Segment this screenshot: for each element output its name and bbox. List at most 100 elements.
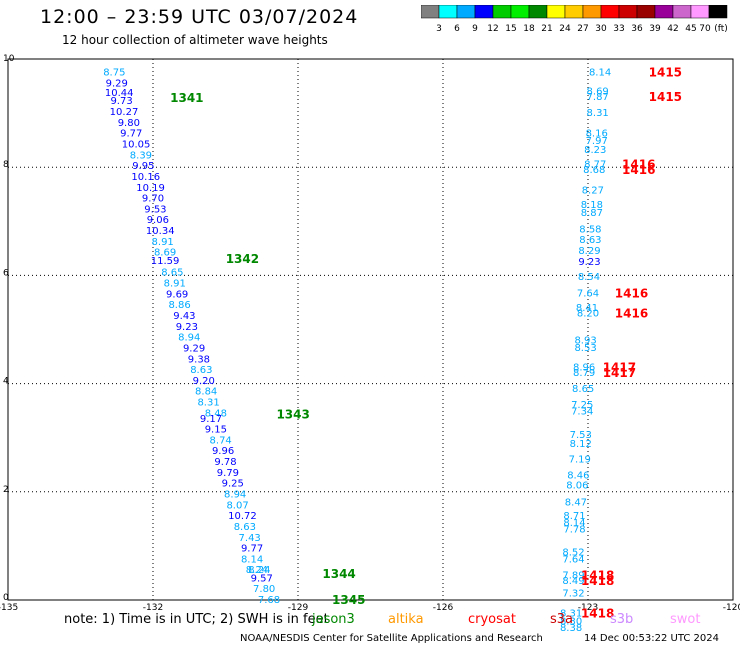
scale-tick-label: 33 bbox=[613, 24, 624, 34]
y-tick-label: 4 bbox=[3, 377, 9, 387]
swh-value-track-west: 8.14 bbox=[241, 554, 263, 565]
swh-value-track-east: 8.63 bbox=[579, 235, 601, 246]
pass-number-label: 1341 bbox=[170, 91, 203, 105]
swh-value-track-west: 9.17 bbox=[200, 414, 222, 425]
swh-value-track-east: 7.25 bbox=[571, 400, 593, 411]
scale-tick-label: 12 bbox=[487, 24, 498, 34]
swh-value-track-west: 8.84 bbox=[195, 387, 217, 398]
swh-value-track-west: 9.57 bbox=[251, 573, 273, 584]
footer-credit: NOAA/NESDIS Center for Satellite Applica… bbox=[240, 633, 543, 644]
sat-label-jason3: jason3 bbox=[312, 612, 355, 627]
swh-value-track-west: 10.44 bbox=[105, 88, 134, 99]
sat-label-cryosat: cryosat bbox=[468, 612, 516, 627]
y-tick-label: 8 bbox=[3, 160, 9, 170]
swh-value-track-west: 9.96 bbox=[212, 446, 234, 457]
swh-value-track-west: 8.63 bbox=[190, 365, 212, 376]
swh-value-track-west: 10.34 bbox=[146, 226, 175, 237]
swh-value-track-east: 8.29 bbox=[578, 246, 600, 257]
swh-value-track-east: 8.65 bbox=[572, 384, 594, 395]
pass-number-label: 1415 bbox=[649, 90, 682, 104]
pass-number-label: 1418 bbox=[581, 574, 614, 588]
page-subtitle: 12 hour collection of altimeter wave hei… bbox=[62, 33, 328, 47]
scale-tick-label: 36 bbox=[631, 24, 643, 34]
swh-value-track-west: 9.43 bbox=[173, 311, 195, 322]
swh-value-track-east: 8.16 bbox=[586, 129, 608, 140]
swh-value-track-west: 8.63 bbox=[234, 522, 256, 533]
swh-value-track-east: 9.23 bbox=[578, 257, 600, 268]
swh-value-track-east: 8.18 bbox=[581, 200, 603, 211]
swh-value-track-east: 7.89 bbox=[562, 571, 584, 582]
swh-value-track-east: 7.64 bbox=[577, 288, 599, 299]
swh-value-track-east: 8.71 bbox=[563, 511, 585, 522]
swh-value-track-west: 9.29 bbox=[106, 78, 128, 89]
swh-value-track-west: 10.05 bbox=[122, 139, 151, 150]
swh-value-track-west: 7.68 bbox=[258, 595, 280, 606]
pass-number-label: 1415 bbox=[649, 66, 682, 80]
swh-value-track-east: 7.64 bbox=[562, 554, 584, 565]
scale-tick-label: 6 bbox=[454, 24, 460, 34]
swh-value-track-west: 8.65 bbox=[161, 268, 183, 279]
y-tick-label: 0 bbox=[3, 593, 9, 603]
swh-value-track-east: 8.23 bbox=[584, 145, 606, 156]
y-tick-label: 6 bbox=[3, 268, 9, 278]
swh-value-track-east: 8.53 bbox=[574, 343, 596, 354]
swh-value-track-west: 8.94 bbox=[178, 333, 200, 344]
scale-tick-label: 39 bbox=[649, 24, 661, 34]
sat-label-swot: swot bbox=[670, 612, 701, 627]
swh-value-track-east: 8.14 bbox=[563, 518, 585, 529]
swh-value-track-west: 8.74 bbox=[210, 435, 232, 446]
footer-timestamp: 14 Dec 00:53:22 UTC 2024 bbox=[584, 633, 719, 644]
swh-value-track-west: 10.72 bbox=[228, 511, 257, 522]
swh-value-track-west: 8.07 bbox=[226, 500, 248, 511]
scale-tick-label: 15 bbox=[505, 24, 516, 34]
swh-value-track-west: 11.59 bbox=[151, 256, 180, 267]
swh-value-track-west: 9.70 bbox=[142, 194, 164, 205]
swh-value-track-west: 9.95 bbox=[132, 161, 154, 172]
swh-value-track-east: 8.27 bbox=[582, 185, 604, 196]
swh-value-track-east: 8.96 bbox=[573, 362, 595, 373]
scale-tick-label: 9 bbox=[472, 24, 478, 34]
swh-value-track-west: 9.15 bbox=[205, 425, 227, 436]
scale-tick-label: 30 bbox=[595, 24, 607, 34]
sat-label-altika: altika bbox=[388, 612, 424, 627]
pass-number-label: 1418 bbox=[581, 607, 614, 621]
color-scale-legend: 3 6 9 12 15 18 21 24 27 30 33 36 39 42 45 70 (ft) bbox=[421, 5, 728, 34]
pass-number-label: 1344 bbox=[322, 567, 355, 581]
pass-number-label: 1416 bbox=[615, 286, 648, 300]
sat-label-s3b: s3b bbox=[610, 612, 634, 627]
swh-value-track-east: 8.68 bbox=[583, 165, 605, 176]
swh-value-track-west: 10.19 bbox=[136, 183, 165, 194]
swh-value-track-west: 9.23 bbox=[176, 322, 198, 333]
swh-value-track-east: 8.20 bbox=[577, 308, 599, 319]
pass-number-label: 1416 bbox=[622, 163, 655, 177]
swh-value-track-west: 7.80 bbox=[253, 584, 275, 595]
swh-value-track-east: 8.14 bbox=[589, 68, 611, 79]
swh-value-track-west: 8.31 bbox=[197, 398, 219, 409]
swh-value-track-west: 8.69 bbox=[154, 248, 176, 259]
swh-value-track-west: 10.27 bbox=[110, 107, 139, 118]
swh-value-track-east: 8.58 bbox=[579, 224, 601, 235]
swh-value-track-west: 8.91 bbox=[164, 279, 186, 290]
swh-value-track-west: 9.79 bbox=[217, 468, 239, 479]
swh-value-track-east: 8.12 bbox=[570, 439, 592, 450]
pass-number-label: 1416 bbox=[615, 306, 648, 320]
plot-frame bbox=[7, 58, 734, 601]
pass-number-label: 1417 bbox=[603, 366, 636, 380]
swh-value-track-west: 8.94 bbox=[224, 490, 246, 501]
swh-value-track-west: 9.20 bbox=[193, 376, 215, 387]
swh-value-track-east: 8.31 bbox=[587, 108, 609, 119]
swh-value-track-east: 8.41 bbox=[576, 303, 598, 314]
y-tick-label: 10 bbox=[3, 54, 15, 64]
y-tick-label: 2 bbox=[3, 485, 9, 495]
swh-value-track-west: 8.39 bbox=[130, 150, 152, 161]
swh-value-track-east: 8.46 bbox=[567, 471, 589, 482]
swh-value-track-west: 8.75 bbox=[103, 68, 125, 79]
scale-tick-label: 42 bbox=[667, 24, 678, 34]
swh-value-track-east: 8.69 bbox=[587, 86, 609, 97]
scale-tick-label: 18 bbox=[523, 24, 535, 34]
swh-value-track-east: 8.30 bbox=[560, 617, 582, 628]
swh-value-track-east: 7.32 bbox=[562, 589, 584, 600]
swh-value-track-west: 9.69 bbox=[166, 289, 188, 300]
scale-tick-label: 70 bbox=[699, 24, 711, 34]
